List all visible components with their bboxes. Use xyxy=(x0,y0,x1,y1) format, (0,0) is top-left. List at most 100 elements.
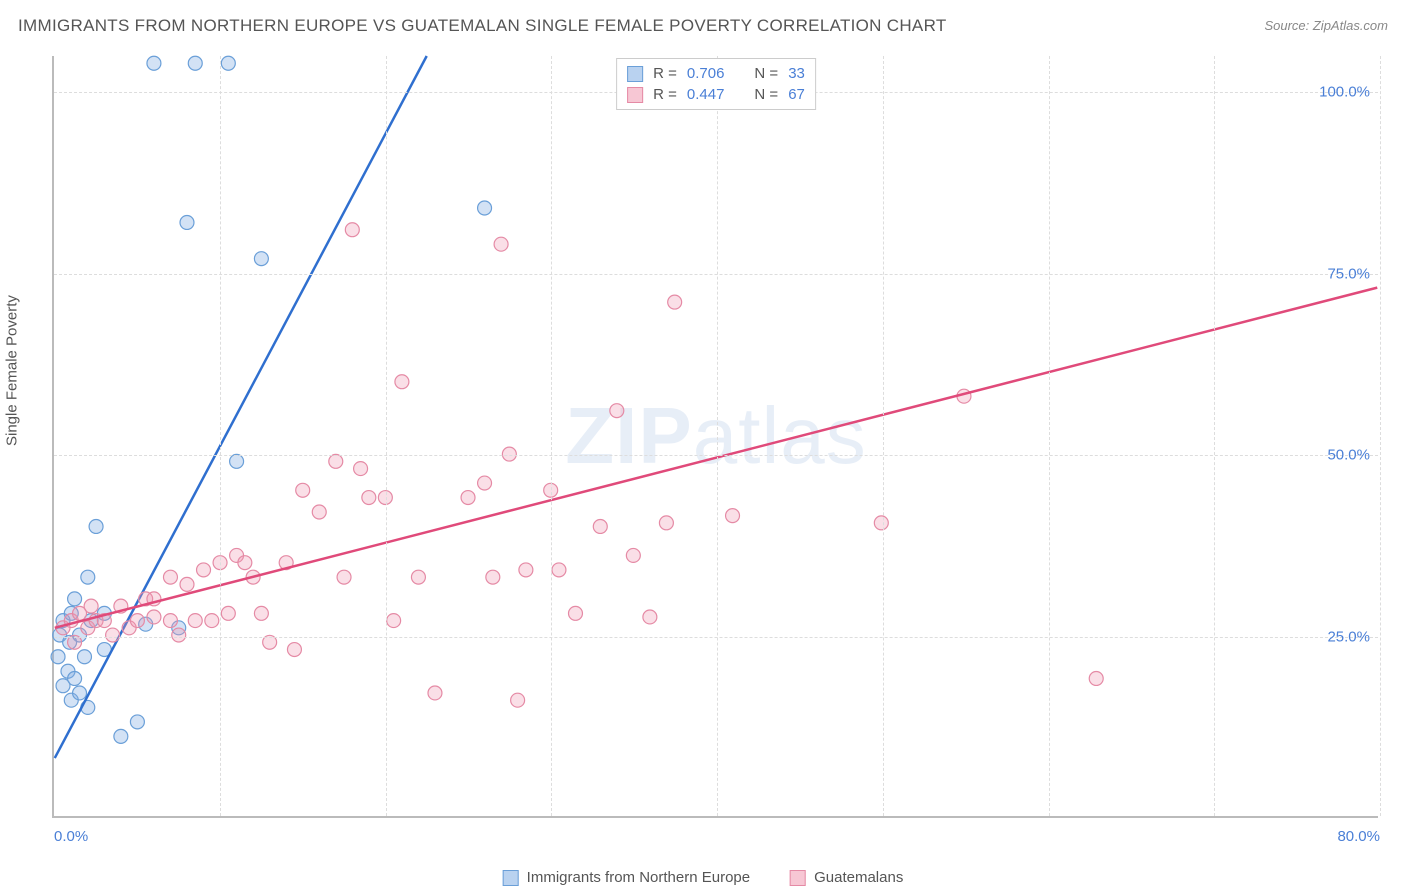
legend-item-series2: Guatemalans xyxy=(790,869,903,886)
legend-label-series1: Immigrants from Northern Europe xyxy=(527,869,750,886)
trend-line-northern_europe xyxy=(55,56,427,758)
scatter-point-guatemalans xyxy=(221,606,235,620)
gridline-v xyxy=(883,56,884,816)
scatter-point-guatemalans xyxy=(362,491,376,505)
scatter-point-guatemalans xyxy=(511,693,525,707)
y-tick-label: 100.0% xyxy=(1319,84,1370,101)
gridline-v xyxy=(1380,56,1381,816)
scatter-point-guatemalans xyxy=(106,628,120,642)
chart-title: IMMIGRANTS FROM NORTHERN EUROPE VS GUATE… xyxy=(18,16,947,35)
n-label-2: N = xyxy=(754,86,778,103)
legend-bottom-swatch-2 xyxy=(790,870,806,886)
scatter-point-northern_europe xyxy=(81,570,95,584)
gridline-h xyxy=(54,637,1378,638)
scatter-chart-svg xyxy=(54,56,1378,816)
legend-label-series2: Guatemalans xyxy=(814,869,903,886)
correlation-legend: R = 0.706 N = 33 R = 0.447 N = 67 xyxy=(616,58,816,110)
scatter-point-northern_europe xyxy=(73,686,87,700)
scatter-point-guatemalans xyxy=(726,509,740,523)
legend-swatch-series2 xyxy=(627,87,643,103)
scatter-point-guatemalans xyxy=(552,563,566,577)
scatter-point-northern_europe xyxy=(230,454,244,468)
scatter-point-guatemalans xyxy=(188,614,202,628)
trend-line-guatemalans xyxy=(55,288,1378,628)
scatter-point-guatemalans xyxy=(254,606,268,620)
scatter-point-guatemalans xyxy=(172,628,186,642)
gridline-h xyxy=(54,274,1378,275)
scatter-point-guatemalans xyxy=(593,519,607,533)
n-label-1: N = xyxy=(754,65,778,82)
scatter-point-guatemalans xyxy=(478,476,492,490)
scatter-point-northern_europe xyxy=(68,592,82,606)
scatter-point-guatemalans xyxy=(428,686,442,700)
title-bar: IMMIGRANTS FROM NORTHERN EUROPE VS GUATE… xyxy=(18,16,1388,40)
source-citation: Source: ZipAtlas.com xyxy=(1264,18,1388,33)
source-name: ZipAtlas.com xyxy=(1313,18,1388,33)
scatter-point-guatemalans xyxy=(163,614,177,628)
scatter-point-guatemalans xyxy=(626,548,640,562)
scatter-point-northern_europe xyxy=(68,671,82,685)
x-tick-label: 80.0% xyxy=(1337,828,1380,845)
scatter-point-guatemalans xyxy=(519,563,533,577)
source-label: Source: xyxy=(1264,18,1312,33)
gridline-v xyxy=(1049,56,1050,816)
r-label-2: R = xyxy=(653,86,677,103)
scatter-point-northern_europe xyxy=(478,201,492,215)
r-label-1: R = xyxy=(653,65,677,82)
n-value-2: 67 xyxy=(788,86,805,103)
gridline-v xyxy=(1214,56,1215,816)
scatter-point-guatemalans xyxy=(659,516,673,530)
scatter-point-guatemalans xyxy=(345,223,359,237)
n-value-1: 33 xyxy=(788,65,805,82)
legend-row-series1: R = 0.706 N = 33 xyxy=(627,63,805,84)
scatter-point-guatemalans xyxy=(502,447,516,461)
gridline-h xyxy=(54,455,1378,456)
y-axis-title: Single Female Poverty xyxy=(4,295,21,446)
legend-row-series2: R = 0.447 N = 67 xyxy=(627,84,805,105)
scatter-point-guatemalans xyxy=(296,483,310,497)
scatter-point-guatemalans xyxy=(205,614,219,628)
plot-area: ZIPatlas 25.0%50.0%75.0%100.0%0.0%80.0% … xyxy=(52,56,1378,818)
scatter-point-northern_europe xyxy=(180,215,194,229)
scatter-point-northern_europe xyxy=(114,729,128,743)
scatter-point-guatemalans xyxy=(643,610,657,624)
scatter-point-guatemalans xyxy=(486,570,500,584)
scatter-point-guatemalans xyxy=(461,491,475,505)
scatter-point-guatemalans xyxy=(874,516,888,530)
y-tick-label: 75.0% xyxy=(1327,265,1370,282)
scatter-point-northern_europe xyxy=(221,56,235,70)
legend-bottom-swatch-1 xyxy=(503,870,519,886)
scatter-point-guatemalans xyxy=(163,570,177,584)
scatter-point-guatemalans xyxy=(387,614,401,628)
scatter-point-guatemalans xyxy=(130,614,144,628)
series-legend: Immigrants from Northern Europe Guatemal… xyxy=(503,869,904,886)
scatter-point-northern_europe xyxy=(130,715,144,729)
scatter-point-guatemalans xyxy=(147,610,161,624)
scatter-point-guatemalans xyxy=(494,237,508,251)
r-value-1: 0.706 xyxy=(687,65,725,82)
scatter-point-guatemalans xyxy=(337,570,351,584)
scatter-point-northern_europe xyxy=(188,56,202,70)
scatter-point-northern_europe xyxy=(254,252,268,266)
scatter-point-guatemalans xyxy=(668,295,682,309)
scatter-point-northern_europe xyxy=(89,519,103,533)
gridline-v xyxy=(551,56,552,816)
gridline-v xyxy=(220,56,221,816)
scatter-point-guatemalans xyxy=(411,570,425,584)
y-tick-label: 25.0% xyxy=(1327,628,1370,645)
scatter-point-guatemalans xyxy=(1089,671,1103,685)
x-tick-label: 0.0% xyxy=(54,828,88,845)
scatter-point-northern_europe xyxy=(147,56,161,70)
scatter-point-guatemalans xyxy=(238,556,252,570)
scatter-point-guatemalans xyxy=(287,643,301,657)
scatter-point-guatemalans xyxy=(312,505,326,519)
scatter-point-guatemalans xyxy=(197,563,211,577)
legend-swatch-series1 xyxy=(627,66,643,82)
scatter-point-guatemalans xyxy=(84,599,98,613)
y-tick-label: 50.0% xyxy=(1327,447,1370,464)
scatter-point-guatemalans xyxy=(610,404,624,418)
scatter-point-guatemalans xyxy=(354,462,368,476)
scatter-point-guatemalans xyxy=(329,454,343,468)
r-value-2: 0.447 xyxy=(687,86,725,103)
scatter-point-northern_europe xyxy=(78,650,92,664)
